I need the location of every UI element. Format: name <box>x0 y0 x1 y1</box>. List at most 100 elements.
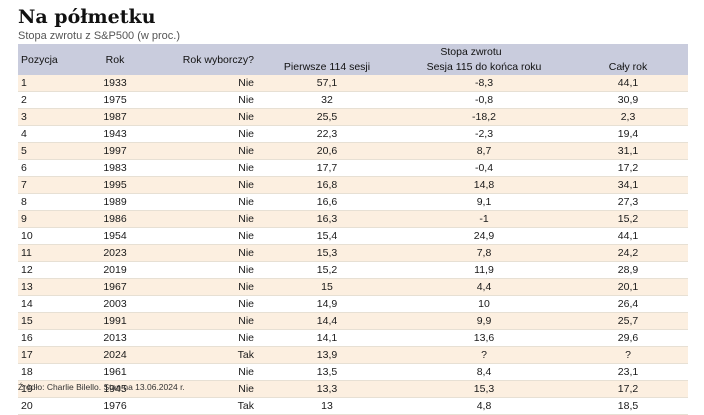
cell-pozycja: 13 <box>18 278 80 296</box>
cell-pierwsze-114: 13,9 <box>254 346 400 364</box>
cell-pozycja: 14 <box>18 295 80 313</box>
cell-sesja-115: ? <box>400 346 568 364</box>
cell-pierwsze-114: 15 <box>254 278 400 296</box>
cell-pierwsze-114: 14,9 <box>254 295 400 313</box>
cell-rok: 2019 <box>80 261 150 279</box>
cell-wyborczy: Nie <box>150 244 254 262</box>
cell-rok: 2024 <box>80 346 150 364</box>
cell-wyborczy: Nie <box>150 261 254 279</box>
cell-wyborczy: Nie <box>150 108 254 126</box>
cell-wyborczy: Nie <box>150 227 254 245</box>
cell-caly-rok: 34,1 <box>568 176 689 194</box>
table-row: 3 1987 Nie 25,5 -18,2 2,3 <box>18 108 689 126</box>
table-row: 19 1945 Nie 13,3 15,3 17,2 <box>18 380 689 398</box>
cell-wyborczy: Nie <box>150 142 254 160</box>
cell-rok: 1945 <box>80 380 150 398</box>
table-row: 16 2013 Nie 14,1 13,6 29,6 <box>18 329 689 347</box>
table-row: 8 1989 Nie 16,6 9,1 27,3 <box>18 193 689 211</box>
cell-rok: 2023 <box>80 244 150 262</box>
cell-pozycja: 11 <box>18 244 80 262</box>
cell-rok: 1933 <box>80 75 150 92</box>
cell-wyborczy: Nie <box>150 75 254 92</box>
cell-rok: 1975 <box>80 91 150 109</box>
cell-pierwsze-114: 17,7 <box>254 159 400 177</box>
table-row: 18 1961 Nie 13,5 8,4 23,1 <box>18 363 689 381</box>
cell-pierwsze-114: 22,3 <box>254 125 400 143</box>
header-caly-rok: Cały rok <box>568 60 689 75</box>
cell-caly-rok: 31,1 <box>568 142 689 160</box>
cell-rok: 1991 <box>80 312 150 330</box>
cell-sesja-115: -0,8 <box>400 91 568 109</box>
page-subtitle: Stopa zwrotu z S&P500 (w proc.) <box>18 30 181 42</box>
cell-sesja-115: -0,4 <box>400 159 568 177</box>
cell-sesja-115: 8,7 <box>400 142 568 160</box>
cell-pozycja: 3 <box>18 108 80 126</box>
cell-sesja-115: 10 <box>400 295 568 313</box>
cell-pozycja: 17 <box>18 346 80 364</box>
cell-pierwsze-114: 20,6 <box>254 142 400 160</box>
cell-caly-rok: 17,2 <box>568 159 689 177</box>
table-row: 6 1983 Nie 17,7 -0,4 17,2 <box>18 159 689 177</box>
table-row: 12 2019 Nie 15,2 11,9 28,9 <box>18 261 689 279</box>
cell-pierwsze-114: 13,5 <box>254 363 400 381</box>
cell-wyborczy: Tak <box>150 397 254 415</box>
cell-wyborczy: Nie <box>150 363 254 381</box>
table-row: 11 2023 Nie 15,3 7,8 24,2 <box>18 244 689 262</box>
cell-pierwsze-114: 13 <box>254 397 400 415</box>
cell-pierwsze-114: 13,3 <box>254 380 400 398</box>
cell-sesja-115: 4,4 <box>400 278 568 296</box>
table-row: 2 1975 Nie 32 -0,8 30,9 <box>18 91 689 109</box>
header-pozycja: Pozycja <box>18 44 80 75</box>
cell-sesja-115: -8,3 <box>400 75 568 92</box>
cell-pozycja: 2 <box>18 91 80 109</box>
table-body: 1 1933 Nie 57,1 -8,3 44,1 2 1975 Nie 32 -0,8 30,9 3 1… <box>18 75 689 415</box>
cell-rok: 1997 <box>80 142 150 160</box>
cell-pozycja: 12 <box>18 261 80 279</box>
cell-sesja-115: 24,9 <box>400 227 568 245</box>
cell-pozycja: 20 <box>18 397 80 415</box>
cell-caly-rok: 23,1 <box>568 363 689 381</box>
cell-pierwsze-114: 14,4 <box>254 312 400 330</box>
cell-caly-rok: 44,1 <box>568 75 689 92</box>
table-row: 7 1995 Nie 16,8 14,8 34,1 <box>18 176 689 194</box>
cell-sesja-115: -1 <box>400 210 568 228</box>
table-row: 4 1943 Nie 22,3 -2,3 19,4 <box>18 125 689 143</box>
cell-rok: 1995 <box>80 176 150 194</box>
cell-sesja-115: 11,9 <box>400 261 568 279</box>
cell-wyborczy: Nie <box>150 159 254 177</box>
cell-caly-rok: 28,9 <box>568 261 689 279</box>
cell-wyborczy: Nie <box>150 193 254 211</box>
cell-pozycja: 10 <box>18 227 80 245</box>
source-note: Źródło: Charlie Bilello. Stan na 13.06.2… <box>18 382 185 392</box>
cell-caly-rok: 24,2 <box>568 244 689 262</box>
cell-wyborczy: Nie <box>150 329 254 347</box>
cell-rok: 1989 <box>80 193 150 211</box>
cell-pierwsze-114: 14,1 <box>254 329 400 347</box>
cell-pierwsze-114: 15,2 <box>254 261 400 279</box>
cell-rok: 1943 <box>80 125 150 143</box>
cell-wyborczy: Nie <box>150 91 254 109</box>
cell-sesja-115: 15,3 <box>400 380 568 398</box>
cell-pozycja: 18 <box>18 363 80 381</box>
cell-wyborczy: Nie <box>150 125 254 143</box>
cell-pozycja: 16 <box>18 329 80 347</box>
table-header: Pozycja Rok Rok wyborczy? Stopa zwrotu P… <box>18 44 689 75</box>
cell-rok: 1987 <box>80 108 150 126</box>
header-rok: Rok <box>80 44 150 75</box>
header-group-stopa-zwrotu: Stopa zwrotu <box>254 44 689 60</box>
cell-sesja-115: 4,8 <box>400 397 568 415</box>
cell-sesja-115: 7,8 <box>400 244 568 262</box>
returns-table: Pozycja Rok Rok wyborczy? Stopa zwrotu P… <box>18 44 689 415</box>
cell-wyborczy: Nie <box>150 295 254 313</box>
cell-caly-rok: 29,6 <box>568 329 689 347</box>
cell-caly-rok: 19,4 <box>568 125 689 143</box>
table-row: 20 1976 Tak 13 4,8 18,5 <box>18 397 689 415</box>
cell-caly-rok: 20,1 <box>568 278 689 296</box>
cell-pozycja: 1 <box>18 75 80 92</box>
cell-pierwsze-114: 15,4 <box>254 227 400 245</box>
cell-pierwsze-114: 15,3 <box>254 244 400 262</box>
cell-rok: 1967 <box>80 278 150 296</box>
header-pierwsze-114: Pierwsze 114 sesji <box>254 60 400 75</box>
table-row: 17 2024 Tak 13,9?? <box>18 346 689 364</box>
cell-pierwsze-114: 25,5 <box>254 108 400 126</box>
